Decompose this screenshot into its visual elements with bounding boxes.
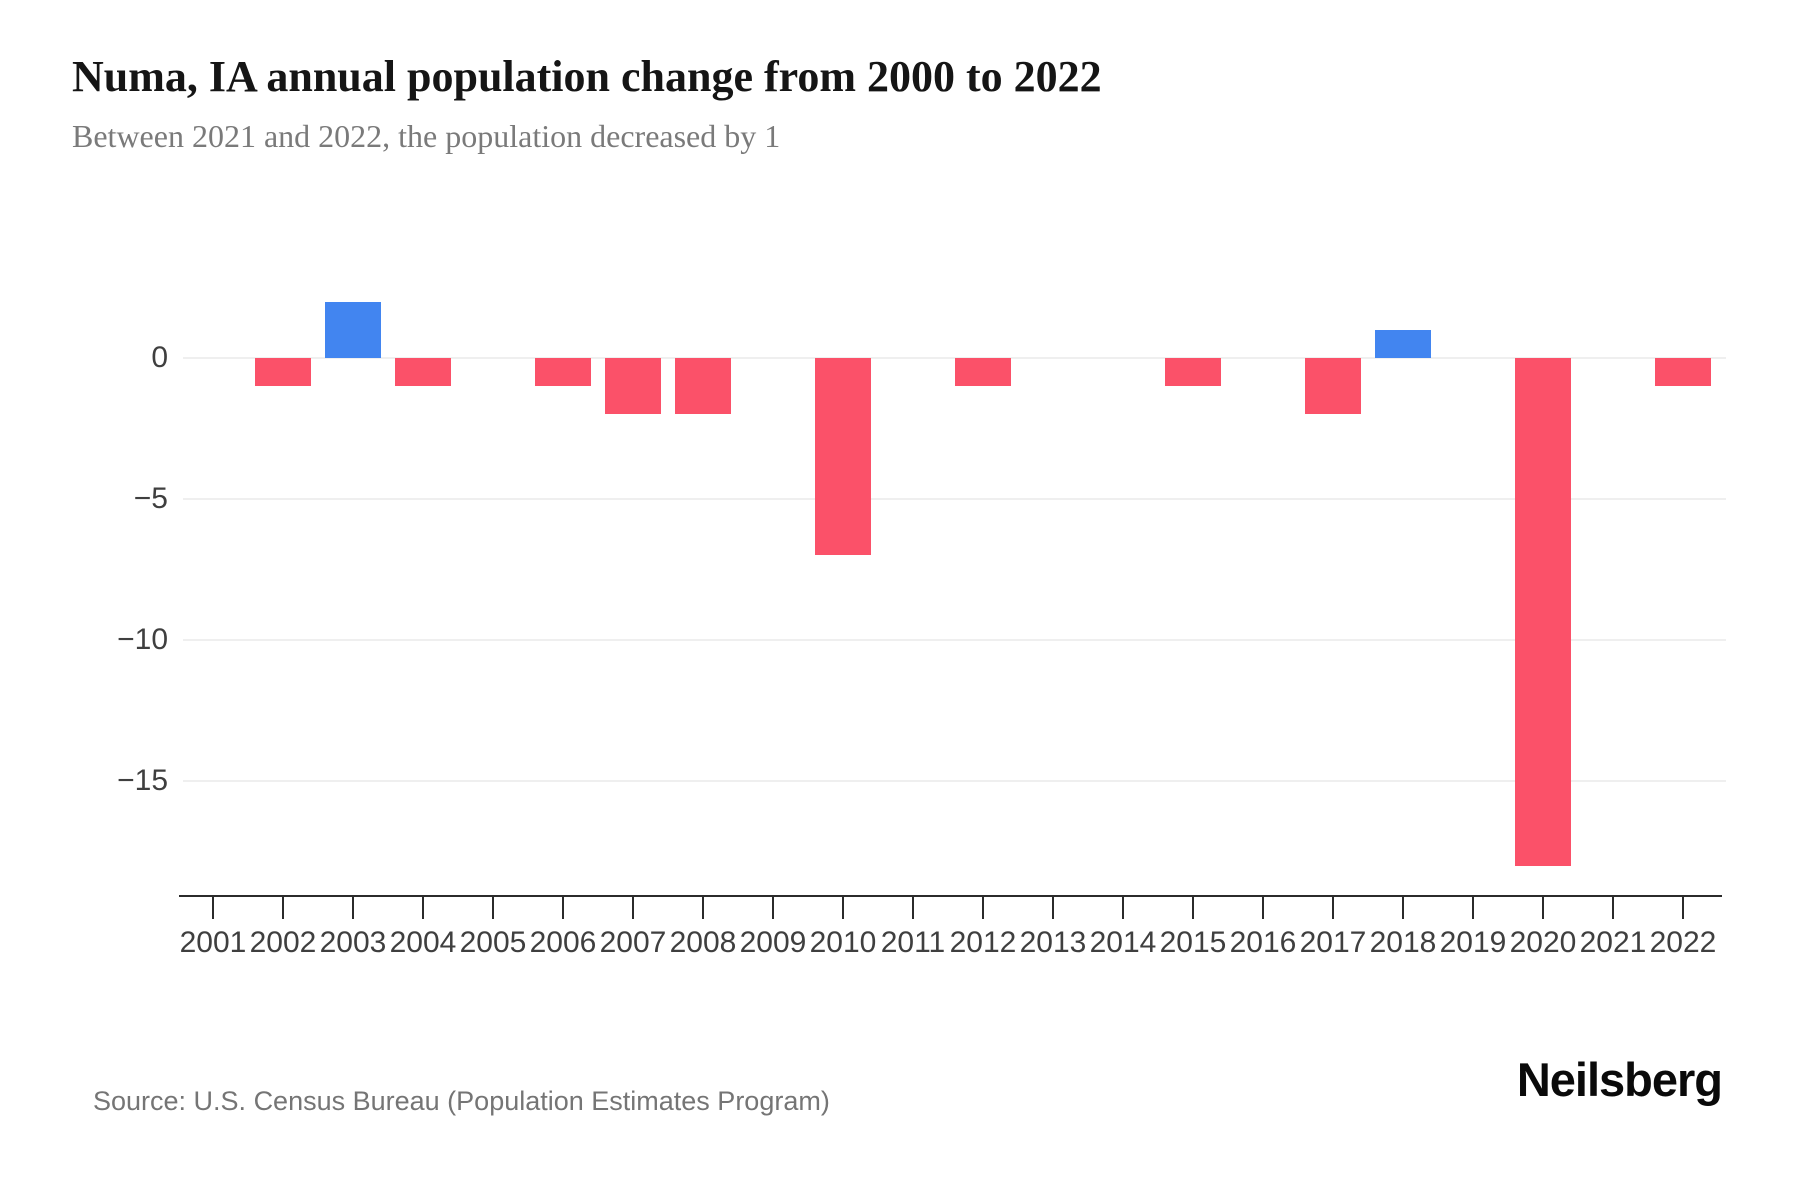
x-tick-label-2011: 2011 (880, 926, 946, 959)
bar-2018[interactable] (1375, 329, 1431, 358)
x-tick-2014 (1122, 897, 1124, 919)
x-tick-label-2016: 2016 (1229, 926, 1297, 959)
x-tick-label-2021: 2021 (1579, 926, 1647, 959)
source-note: Source: U.S. Census Bureau (Population E… (93, 1086, 830, 1116)
x-tick-2003 (352, 897, 354, 919)
gridline-y-0 (183, 357, 1726, 359)
x-tick-label-2010: 2010 (809, 926, 877, 959)
x-tick-2017 (1332, 897, 1334, 919)
x-tick-2018 (1402, 897, 1404, 919)
bar-2007[interactable] (605, 358, 661, 415)
x-tick-label-2017: 2017 (1299, 926, 1367, 959)
gridline-y--5 (183, 498, 1726, 500)
x-tick-label-2004: 2004 (389, 926, 457, 959)
x-tick-label-2015: 2015 (1159, 926, 1227, 959)
x-tick-label-2014: 2014 (1089, 926, 1157, 959)
x-tick-2010 (842, 897, 844, 919)
bar-2012[interactable] (955, 358, 1011, 387)
x-tick-label-2019: 2019 (1439, 926, 1507, 959)
x-tick-label-2002: 2002 (249, 926, 317, 959)
x-tick-2004 (422, 897, 424, 919)
x-tick-label-2007: 2007 (599, 926, 667, 959)
x-tick-label-2005: 2005 (459, 926, 527, 959)
x-tick-label-2008: 2008 (669, 926, 737, 959)
gridline-y--15 (183, 780, 1726, 782)
x-tick-2013 (1052, 897, 1054, 919)
x-tick-label-2018: 2018 (1369, 926, 1437, 959)
bar-2010[interactable] (815, 358, 871, 556)
x-tick-label-2013: 2013 (1019, 926, 1087, 959)
gridline-y--10 (183, 639, 1726, 641)
x-tick-2019 (1472, 897, 1474, 919)
bar-2004[interactable] (395, 358, 451, 387)
brand-logo[interactable]: Neilsberg (1516, 1053, 1723, 1106)
x-axis-line (179, 895, 1722, 897)
x-tick-2008 (702, 897, 704, 919)
y-tick-label: −5 (133, 482, 168, 515)
x-tick-2015 (1192, 897, 1194, 919)
x-tick-2016 (1262, 897, 1264, 919)
y-tick-label: −10 (117, 623, 168, 656)
x-tick-2022 (1682, 897, 1684, 919)
x-tick-label-2003: 2003 (319, 926, 387, 959)
x-tick-2012 (982, 897, 984, 919)
x-tick-2001 (212, 897, 214, 919)
x-tick-2009 (772, 897, 774, 919)
x-tick-2011 (912, 897, 914, 919)
y-tick-label: −15 (117, 764, 168, 797)
bar-2022[interactable] (1655, 358, 1711, 387)
chart-title: Numa, IA annual population change from 2… (72, 52, 1102, 101)
x-tick-label-2020: 2020 (1509, 926, 1577, 959)
x-tick-2021 (1612, 897, 1614, 919)
x-tick-label-2001: 2001 (179, 926, 247, 959)
bar-2020[interactable] (1515, 358, 1571, 866)
x-tick-2020 (1542, 897, 1544, 919)
x-tick-2007 (632, 897, 634, 919)
y-tick-label: 0 (151, 341, 168, 374)
bar-2015[interactable] (1165, 358, 1221, 387)
bar-2002[interactable] (255, 358, 311, 387)
x-tick-2005 (492, 897, 494, 919)
bar-2008[interactable] (675, 358, 731, 415)
chart-subtitle: Between 2021 and 2022, the population de… (72, 118, 781, 154)
x-tick-label-2012: 2012 (949, 926, 1017, 959)
x-tick-2002 (282, 897, 284, 919)
x-tick-2006 (562, 897, 564, 919)
x-tick-label-2006: 2006 (529, 926, 597, 959)
bar-2003[interactable] (325, 301, 381, 358)
bar-2006[interactable] (535, 358, 591, 387)
x-tick-label-2022: 2022 (1649, 926, 1717, 959)
x-tick-label-2009: 2009 (739, 926, 807, 959)
bar-2017[interactable] (1305, 358, 1361, 415)
